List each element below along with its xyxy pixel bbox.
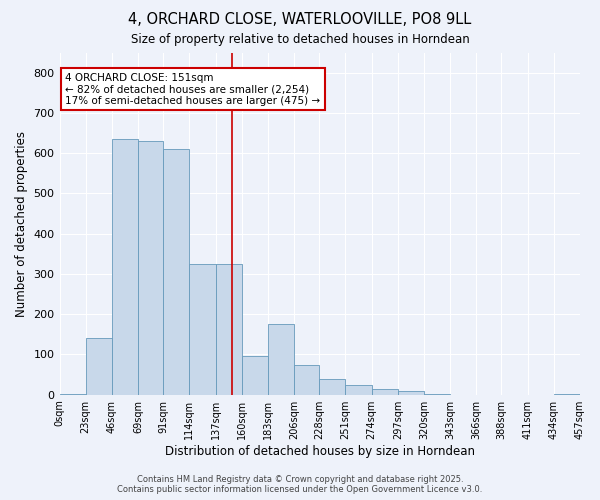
Y-axis label: Number of detached properties: Number of detached properties <box>15 130 28 316</box>
Bar <box>371 388 398 394</box>
Bar <box>346 384 371 394</box>
Text: 4, ORCHARD CLOSE, WATERLOOVILLE, PO8 9LL: 4, ORCHARD CLOSE, WATERLOOVILLE, PO8 9LL <box>128 12 472 28</box>
Bar <box>112 139 138 394</box>
Bar <box>242 356 268 395</box>
Bar <box>86 338 112 394</box>
Bar <box>163 149 190 394</box>
Bar <box>398 390 424 394</box>
Text: 4 ORCHARD CLOSE: 151sqm
← 82% of detached houses are smaller (2,254)
17% of semi: 4 ORCHARD CLOSE: 151sqm ← 82% of detache… <box>65 72 320 106</box>
Text: Size of property relative to detached houses in Horndean: Size of property relative to detached ho… <box>131 32 469 46</box>
Bar <box>215 264 242 394</box>
Bar <box>268 324 294 394</box>
Bar <box>294 364 319 394</box>
Bar <box>138 141 163 395</box>
X-axis label: Distribution of detached houses by size in Horndean: Distribution of detached houses by size … <box>165 444 475 458</box>
Text: Contains HM Land Registry data © Crown copyright and database right 2025.
Contai: Contains HM Land Registry data © Crown c… <box>118 474 482 494</box>
Bar <box>190 264 215 394</box>
Bar <box>319 378 346 394</box>
